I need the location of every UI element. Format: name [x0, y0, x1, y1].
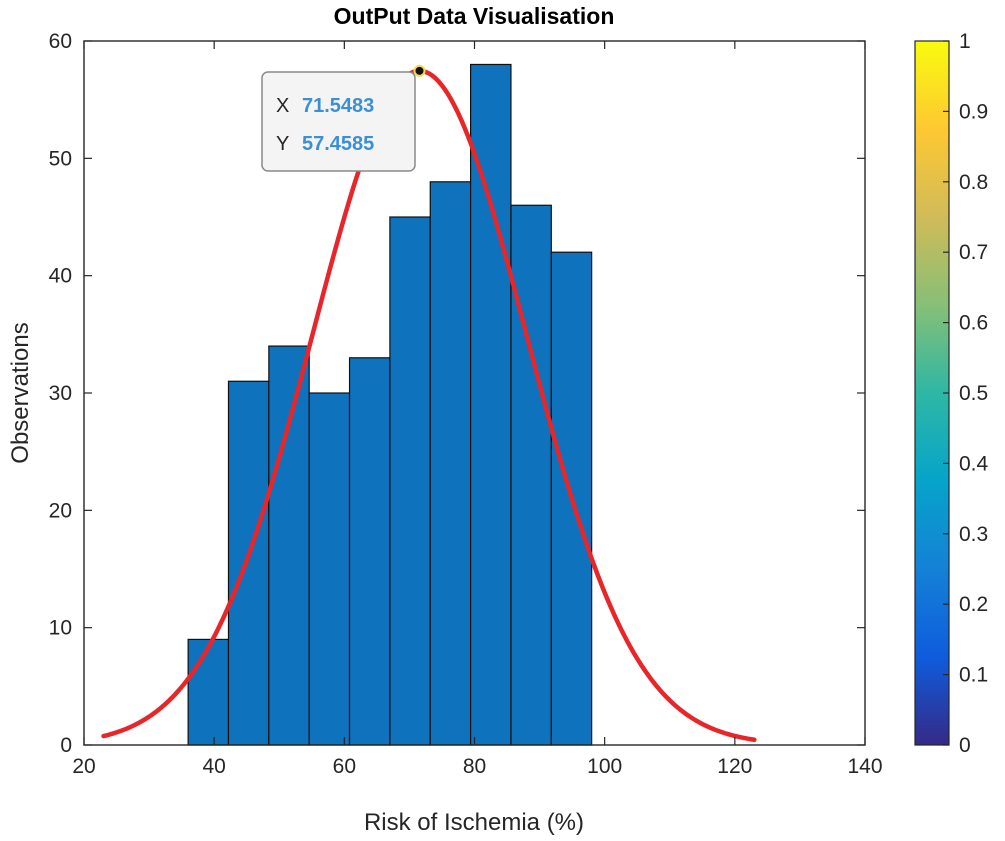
- x-axis-ticks: 20 40 60 80 100 120 140: [72, 41, 883, 778]
- histogram-bar: [469, 63, 512, 746]
- histogram-bar: [510, 204, 552, 746]
- x-tick-label: 40: [202, 755, 225, 778]
- colorbar-tick-label: 1: [959, 30, 971, 53]
- colorbar-ticks: 0 0.1 0.2 0.3 0.4 0.5 0.6 0.7 0.8 0.9 1: [943, 30, 989, 757]
- colorbar: 0 0.1 0.2 0.3 0.4 0.5 0.6 0.7 0.8 0.9 1: [914, 30, 989, 757]
- y-tick-label: 30: [49, 382, 72, 405]
- colorbar-tick-label: 0.8: [959, 171, 988, 194]
- histogram-bar: [389, 216, 431, 746]
- datatip-x-value: 71.5483: [302, 95, 374, 117]
- colorbar-tick-label: 0.2: [959, 593, 988, 616]
- datatip-marker[interactable]: [413, 64, 426, 77]
- colorbar-tick-label: 0.1: [959, 664, 988, 687]
- y-tick-label: 50: [49, 147, 72, 170]
- y-tick-label: 60: [49, 30, 72, 53]
- histogram-bar: [227, 380, 270, 746]
- histogram-bar: [187, 638, 230, 746]
- x-axis-label: Risk of Ischemia (%): [364, 809, 584, 836]
- datatip[interactable]: X 71.5483 Y 57.4585: [261, 64, 426, 172]
- datatip-y-value: 57.4585: [302, 133, 374, 155]
- y-axis-label: Observations: [7, 322, 34, 463]
- y-axis-ticks: 0 10 20 30 40 50 60: [49, 30, 865, 757]
- x-tick-label: 60: [333, 755, 356, 778]
- x-tick-label: 140: [847, 755, 882, 778]
- datatip-box[interactable]: [261, 71, 416, 172]
- plot-area: 20 40 60 80 100 120 140 0 10 20 30 40 50 60: [49, 30, 883, 778]
- x-tick-label: 120: [717, 755, 752, 778]
- y-tick-label: 10: [49, 617, 72, 640]
- x-tick-label: 20: [72, 755, 95, 778]
- colorbar-tick-label: 0.9: [959, 100, 988, 123]
- colorbar-tick-label: 0.7: [959, 241, 988, 264]
- histogram-bar: [268, 345, 310, 746]
- colorbar-tick-label: 0.4: [959, 452, 989, 475]
- y-tick-label: 0: [60, 734, 72, 757]
- datatip-y-key: Y: [276, 133, 289, 155]
- colorbar-tick-label: 0.5: [959, 382, 988, 405]
- y-tick-label: 40: [49, 265, 72, 288]
- colorbar-tick-label: 0.6: [959, 312, 988, 335]
- datatip-x-key: X: [276, 95, 289, 117]
- histogram-bar: [308, 392, 351, 746]
- x-tick-label: 100: [587, 755, 622, 778]
- histogram-bar: [429, 181, 472, 746]
- colorbar-tick-label: 0.3: [959, 523, 988, 546]
- histogram-bar: [348, 357, 391, 746]
- y-tick-label: 20: [49, 499, 72, 522]
- x-tick-label: 80: [463, 755, 486, 778]
- chart-title: OutPut Data Visualisation: [334, 3, 615, 29]
- colorbar-tick-label: 0: [959, 734, 971, 757]
- normal-fit-curve: [101, 68, 757, 743]
